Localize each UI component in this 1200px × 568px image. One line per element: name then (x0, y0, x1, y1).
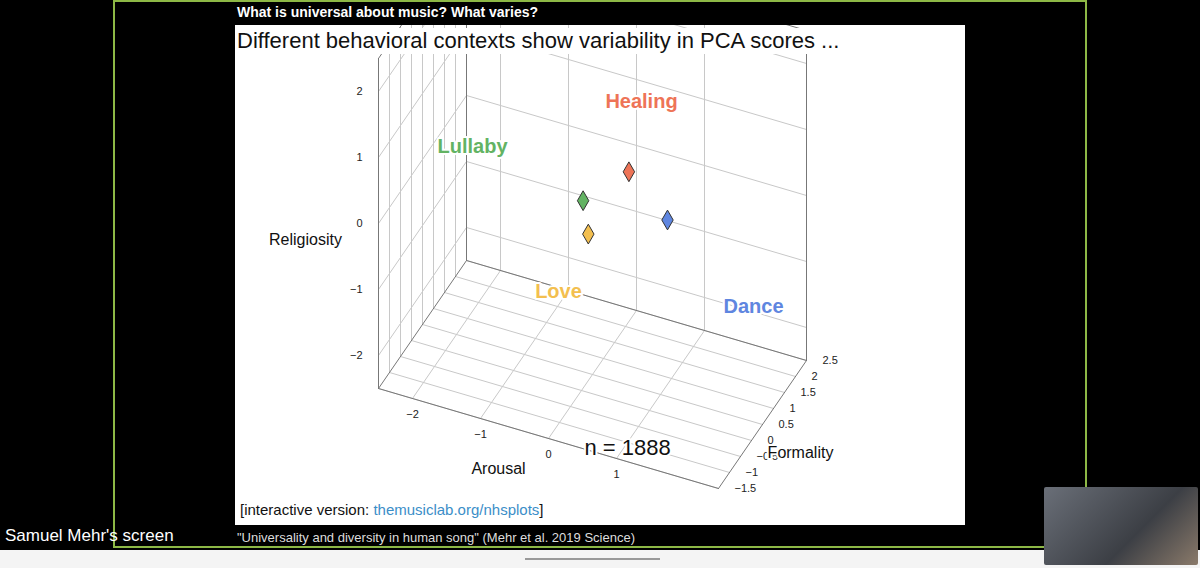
svg-text:−2: −2 (406, 408, 419, 420)
html-text:What is universal about music?: What is universal about music? What vari… (237, 4, 539, 20)
svg-text:1: 1 (790, 402, 796, 414)
svg-text:1: 1 (356, 151, 362, 163)
html-text:Samuel Mehr's screen: Samuel Mehr's screen (5, 526, 174, 545)
html-text:"Universality and diversity in: "Universality and diversity in human son… (237, 530, 635, 545)
svg-text:Formality: Formality (768, 444, 834, 461)
html-text:Different behavioral contexts: Different behavioral contexts show varia… (237, 28, 840, 53)
svg-text:Religiosity: Religiosity (269, 231, 342, 248)
svg-text:n = 1888: n = 1888 (584, 435, 670, 460)
svg-text:0: 0 (767, 434, 774, 446)
svg-text:Arousal: Arousal (471, 460, 525, 477)
svg-text:Dance: Dance (723, 295, 783, 317)
svg-text:0: 0 (356, 217, 362, 229)
svg-text:Love: Love (535, 280, 582, 302)
svg-text:−1.5: −1.5 (735, 482, 757, 494)
svg-text:2.5: 2.5 (823, 354, 838, 366)
svg-text:Lullaby: Lullaby (437, 135, 508, 157)
svg-text:2: 2 (812, 370, 818, 382)
svg-text:−1: −1 (350, 283, 363, 295)
svg-text:0: 0 (545, 448, 551, 460)
svg-text:2: 2 (356, 85, 362, 97)
svg-text:−2: −2 (350, 349, 363, 361)
svg-text:−1: −1 (746, 466, 759, 478)
svg-text:−1: −1 (474, 428, 487, 440)
svg-text:1: 1 (613, 468, 619, 480)
svg-text:Healing: Healing (605, 90, 677, 112)
html-text:[interactive version: themusic: [interactive version: themusiclab.org/nh… (240, 501, 544, 518)
svg-text:0.5: 0.5 (779, 418, 794, 430)
svg-text:1.5: 1.5 (801, 386, 816, 398)
